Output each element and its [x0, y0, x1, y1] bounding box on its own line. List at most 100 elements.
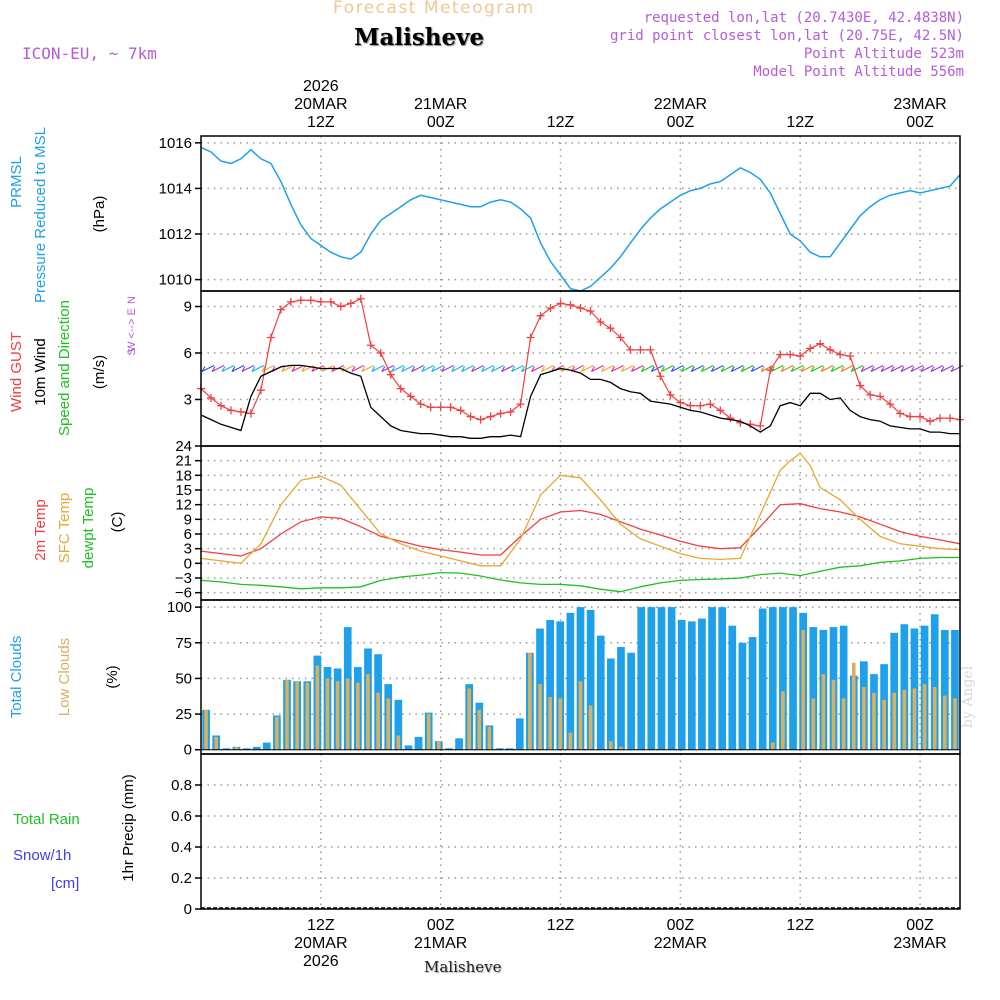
wind-direction-arrow	[411, 364, 424, 373]
y-tick-label: 0.2	[171, 870, 192, 887]
low-clouds-bar	[892, 692, 897, 750]
wind-direction-arrow	[541, 366, 546, 372]
low-clouds-bar	[882, 699, 886, 750]
total-clouds-bar	[728, 625, 737, 750]
gust-point	[496, 409, 505, 418]
wind-direction-arrow	[810, 364, 824, 373]
low-clouds-bar	[862, 686, 866, 750]
wind-direction-arrow	[590, 366, 595, 372]
wind-direction-arrow	[441, 364, 454, 373]
gust-point	[546, 304, 555, 313]
gust-point	[346, 299, 355, 308]
wind-direction-arrow	[451, 366, 456, 372]
wind-direction-arrow	[201, 364, 215, 373]
y-tick-label: 21	[175, 453, 192, 470]
bottom-time-label: 00Z	[906, 917, 934, 934]
y-tick-label: 50	[175, 670, 192, 687]
low-clouds-bar	[578, 681, 583, 750]
gust-point	[296, 296, 305, 305]
wind-direction-arrow	[421, 364, 434, 373]
total-clouds-bar	[647, 607, 656, 750]
low-clouds-bar	[942, 695, 947, 750]
low-clouds-bar	[841, 698, 846, 750]
wind-direction-arrow	[790, 364, 804, 373]
wind-direction-arrow	[391, 366, 396, 372]
total-clouds-bar	[940, 629, 949, 750]
gust-point	[726, 414, 735, 423]
gust-point	[216, 401, 225, 410]
y-tick-label: 0.8	[171, 777, 192, 794]
gust-point	[426, 403, 435, 412]
wind-direction-arrow	[730, 366, 735, 372]
dewpt-label: dewpt Temp	[80, 488, 97, 569]
wind-direction-arrow	[461, 366, 466, 372]
dewpt-line	[200, 556, 960, 593]
total-clouds-bar	[607, 658, 615, 750]
total-clouds-bar	[222, 748, 231, 750]
wind-direction-arrow	[790, 366, 795, 372]
wind-direction-arrow	[710, 366, 715, 372]
total-clouds-bar	[566, 612, 575, 750]
gust-point	[276, 305, 285, 314]
wind-direction-arrow	[601, 364, 614, 373]
total-clouds-bar	[617, 647, 625, 750]
low-clouds-bar	[619, 746, 623, 750]
wind-direction-arrow	[241, 366, 246, 372]
gust-point	[816, 339, 825, 348]
total-clouds-bar	[809, 627, 818, 750]
gust-point	[416, 400, 425, 409]
low-clouds-bar	[922, 684, 927, 750]
sfc-temp-line	[200, 452, 961, 567]
gust-point	[516, 400, 525, 409]
wind-direction-arrow	[261, 366, 266, 372]
total-clouds-bar	[262, 742, 271, 750]
total-clouds-bar	[708, 607, 716, 750]
gust-point	[386, 370, 395, 379]
gust-point	[476, 415, 485, 424]
wind-direction-arrow	[501, 364, 514, 373]
bottom-time-label: 00Z	[667, 917, 695, 934]
wind-direction-arrow	[451, 364, 464, 373]
wind-direction-arrow	[741, 364, 754, 373]
wind-direction-arrow	[910, 364, 924, 373]
low-clouds-bar	[345, 678, 350, 750]
wind-direction-arrow	[521, 364, 534, 373]
wind-direction-arrow	[361, 366, 366, 372]
wind-direction-arrow	[860, 364, 874, 373]
gust-point	[866, 390, 875, 399]
total-clouds-bar	[586, 609, 595, 750]
low-clouds-bar	[295, 681, 299, 750]
total-clouds-bar	[718, 607, 727, 750]
total-clouds-bar	[930, 614, 939, 750]
gust-point	[626, 345, 635, 354]
low-clouds-bar	[315, 665, 320, 750]
wind-direction-arrow	[890, 364, 904, 373]
wind-direction-arrow	[750, 366, 755, 372]
gust-point	[306, 296, 315, 305]
gust-point	[206, 393, 215, 402]
gust-point	[766, 366, 775, 375]
wind-direction-arrow	[611, 364, 624, 373]
wind-direction-arrow	[810, 366, 815, 372]
wind-direction-arrow	[701, 364, 714, 373]
total-clouds-bar	[677, 619, 686, 750]
gust-point	[836, 350, 845, 359]
wind-direction-arrow	[471, 364, 484, 373]
wind-direction-arrow	[351, 364, 365, 373]
total-clouds-bar	[789, 607, 797, 750]
total-clouds-bar	[556, 621, 565, 750]
bottom-time-label: 21MAR	[414, 935, 467, 952]
chart-title: Forecast Meteogram	[333, 0, 535, 18]
low-clouds-bar	[851, 662, 856, 750]
wind-direction-arrow	[731, 364, 744, 373]
wind-direction-arrow	[251, 364, 265, 373]
wind-direction-arrow	[630, 366, 635, 372]
wind-direction-arrow	[301, 366, 306, 372]
y-tick-label: 9	[184, 299, 192, 316]
y-tick-label: 12	[175, 497, 192, 514]
low-clouds-bar	[396, 735, 401, 750]
grid-point-coords: grid point closest lon,lat (20.75E, 42.5…	[609, 28, 964, 44]
panel-frame	[200, 135, 961, 292]
